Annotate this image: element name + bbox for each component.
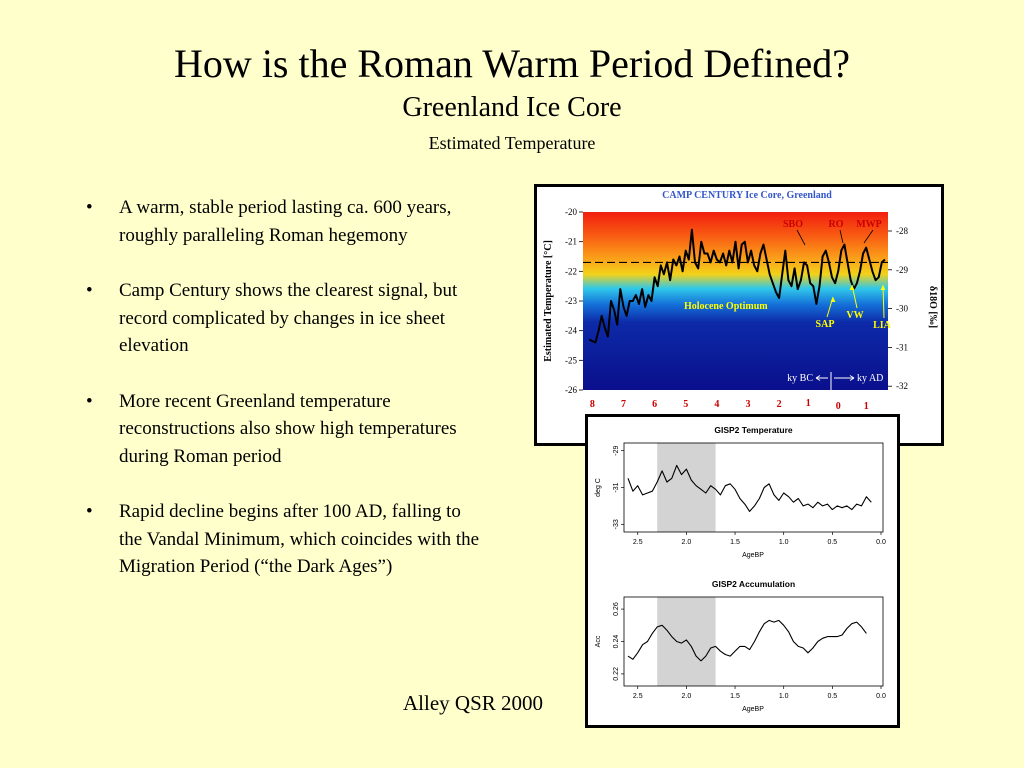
camp-annotation-pointer <box>863 229 874 244</box>
camp-xtick-label-bc: 5 <box>683 399 688 410</box>
camp-chart-title: CAMP CENTURY Ice Core, Greenland <box>662 190 832 201</box>
bullet-glyph: • <box>86 390 93 412</box>
gisp-ytick-label: 0.24 <box>613 635 620 649</box>
bullet-glyph: • <box>86 501 93 522</box>
camp-y2tick-label: -28 <box>896 226 908 236</box>
gisp-xlabel: AgeBP <box>742 706 764 713</box>
camp-annotation-lower: LIA <box>873 320 892 331</box>
camp-ytick-label: -22 <box>565 266 577 276</box>
camp-ytick-label: -24 <box>565 326 577 336</box>
camp-band-label: Holocene Optimum <box>684 301 768 312</box>
slide-subsubtitle: Estimated Temperature <box>428 133 596 153</box>
camp-annotation-upper: SBO <box>783 219 803 230</box>
gisp-chart-title: GISP2 Accumulation <box>712 579 795 589</box>
bullet-glyph: • <box>86 280 93 301</box>
camp-xtick-label-ad: 1 <box>864 401 869 412</box>
bullet-list: • A warm, stable period lasting ca. 600 … <box>84 194 484 609</box>
camp-xtick-label-bc: 8 <box>590 399 595 410</box>
camp-ytick-label: -25 <box>565 355 577 365</box>
camp-temperature-series <box>588 228 886 344</box>
camp-ylabel: Estimated Temperature [°C] <box>543 240 554 362</box>
gisp-xtick-label: 0.0 <box>876 539 886 546</box>
gisp-xtick-label: 2.5 <box>633 539 643 546</box>
camp-annotation-pointer <box>796 229 806 246</box>
bullet-text: Rapid decline begins after 100 AD, falli… <box>119 501 480 577</box>
gisp-data-series <box>627 619 867 662</box>
gisp-chart-title: GISP2 Temperature <box>714 425 793 435</box>
gisp-xtick-label: 1.5 <box>730 693 740 700</box>
gisp-highlight-band <box>657 597 716 686</box>
gisp-ytick-label: 0.22 <box>613 667 620 681</box>
camp-xtick-label-bc: 4 <box>714 399 719 410</box>
gisp2-charts-panel: GISP2 Temperature 2.5 2.0 1.5 1.0 0.5 0.0 AgeBP… <box>585 414 900 728</box>
camp-xtick-label-bc: 7 <box>621 399 626 410</box>
camp-annotation-upper: RO <box>829 219 844 230</box>
camp-ytick-label: -21 <box>565 237 577 247</box>
gisp-xtick-label: 0.5 <box>827 539 837 546</box>
gisp-highlight-band <box>657 443 716 532</box>
camp-ytick-label: -26 <box>565 385 577 395</box>
camp-ytick-label: -20 <box>565 207 577 217</box>
gisp-ytick-label: -31 <box>613 482 620 492</box>
camp-annotation-pointer <box>839 229 844 244</box>
camp-y2tick-label: -30 <box>896 304 908 314</box>
camp-ky-ad-label: ky AD <box>857 373 883 384</box>
camp-xtick-label-bc: 3 <box>745 399 750 410</box>
gisp-data-series <box>627 464 872 512</box>
gisp2-charts: GISP2 Temperature 2.5 2.0 1.5 1.0 0.5 0.0 AgeBP… <box>595 425 886 713</box>
camp-y2tick-label: -31 <box>896 342 908 352</box>
gisp-xtick-label: 0.0 <box>876 693 886 700</box>
bullet-text: More recent Greenland temperature recons… <box>119 390 457 467</box>
camp-xtick-label-bc: 6 <box>652 399 657 410</box>
gisp-xtick-label: 1.0 <box>779 693 789 700</box>
gisp-xtick-label: 2.0 <box>682 539 692 546</box>
gisp-xtick-label: 2.5 <box>633 693 643 700</box>
gisp-ytick-label: -33 <box>613 519 620 529</box>
camp-annotation-arrowhead <box>849 285 855 290</box>
slide-subtitle: Greenland Ice Core <box>402 92 622 123</box>
camp-annotation-lower: VW <box>846 310 863 321</box>
camp-arrow-right-icon <box>834 375 855 381</box>
gisp-xtick-label: 1.0 <box>779 539 789 546</box>
camp-y2tick-label: -29 <box>896 265 908 275</box>
bullet-text: Camp Century shows the clearest signal, … <box>119 280 458 356</box>
camp-xtick-label-bc: 1 <box>806 398 811 409</box>
camp-arrow-left-icon <box>815 375 828 381</box>
bullet-item: • A warm, stable period lasting ca. 600 … <box>84 194 484 249</box>
bullet-item: • Camp Century shows the clearest signal… <box>84 277 484 360</box>
bullet-text: A warm, stable period lasting ca. 600 ye… <box>119 197 452 246</box>
gisp-xtick-label: 1.5 <box>730 539 740 546</box>
camp-annotation-pointer <box>882 284 885 319</box>
gisp-ytick-label: 0.26 <box>613 602 620 616</box>
gisp-xlabel: AgeBP <box>742 552 764 559</box>
gisp-xtick-label: 0.5 <box>827 693 837 700</box>
credit-text: Alley QSR 2000 <box>403 691 544 715</box>
bullet-item: • Rapid decline begins after 100 AD, fal… <box>84 498 484 581</box>
camp-xtick-label-ad: 0 <box>836 401 841 412</box>
camp-ytick-label: -23 <box>565 296 577 306</box>
gisp-ytick-label: -29 <box>613 446 620 456</box>
gisp-ylabel: Acc <box>595 635 602 647</box>
camp-y2tick-label: -32 <box>896 381 908 391</box>
camp-annotation-upper: MWP <box>856 219 882 230</box>
camp-annotation-lower: SAP <box>816 319 835 330</box>
camp-y2label: δ18O [‰] <box>927 286 938 328</box>
camp-century-chart: CAMP CENTURY Ice Core, Greenland -20 -21 -2… <box>543 190 938 412</box>
gisp-xtick-label: 2.0 <box>682 693 692 700</box>
camp-century-chart-panel: CAMP CENTURY Ice Core, Greenland -20 -21 -2… <box>534 184 944 446</box>
slide-title: How is the Roman Warm Period Defined? <box>174 41 850 86</box>
bullet-glyph: • <box>86 197 93 218</box>
camp-ky-bc-label: ky BC <box>787 373 813 384</box>
camp-annotation-arrowhead <box>880 285 886 290</box>
camp-annotation-arrowhead <box>830 297 836 302</box>
camp-xtick-label-bc: 2 <box>777 399 782 410</box>
bullet-item: • More recent Greenland temperature reco… <box>84 388 484 471</box>
gisp-ylabel: deg C <box>595 478 602 497</box>
